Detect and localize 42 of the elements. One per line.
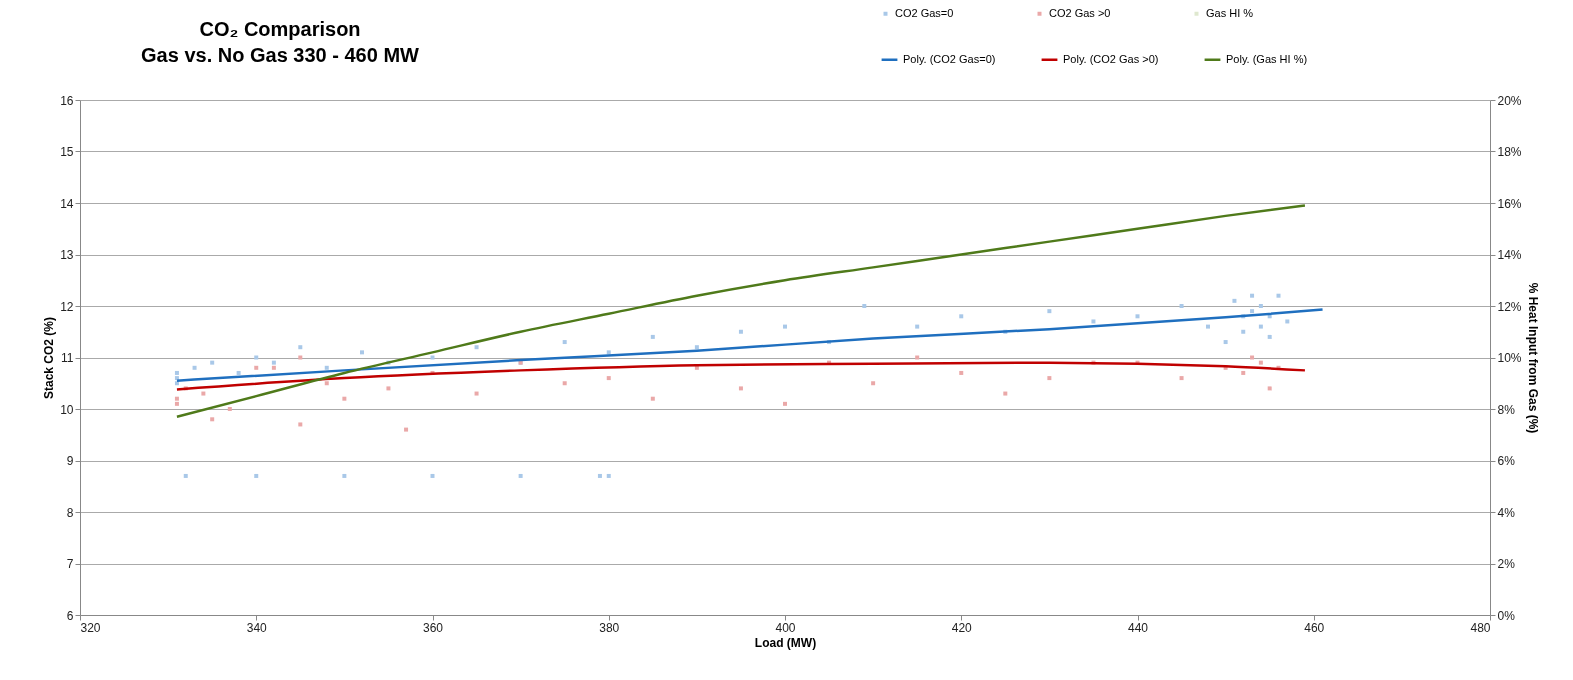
y-tick-label: 11 (61, 351, 74, 365)
y-axis-title: Stack CO2 (%) (42, 316, 57, 400)
x-tick-label: 400 (775, 620, 796, 635)
legend-label: Poly. (CO2 Gas=0) (903, 52, 996, 65)
y2-tick-label: 4% (1497, 505, 1516, 520)
y2-tick-label: 20% (1497, 93, 1522, 108)
legend-label: CO2 Gas >0 (1049, 6, 1111, 19)
y-tick-label: 9 (66, 454, 74, 468)
x-tick-label: 460 (1304, 620, 1325, 635)
legend-label: CO2 Gas=0 (895, 6, 954, 19)
y-tick-label: 15 (60, 145, 74, 159)
x-tick-label: 340 (246, 620, 268, 635)
chart-title: CO₂ Comparison (199, 18, 361, 40)
legend-label: Poly. (CO2 Gas >0) (1063, 52, 1159, 65)
x-tick-label: 480 (1470, 620, 1491, 635)
y2-tick-label: 6% (1497, 454, 1516, 468)
legend-label: Gas HI % (1206, 6, 1254, 19)
x-axis-title: Load (MW) (754, 635, 817, 650)
y2-tick-label: 0% (1497, 608, 1516, 623)
y-tick-label: 16 (60, 93, 74, 108)
y-tick-label: 13 (60, 248, 74, 262)
y2-tick-label: 18% (1497, 145, 1522, 159)
y-tick-label: 6 (66, 608, 74, 623)
y2-tick-label: 12% (1497, 299, 1522, 314)
x-tick-label: 380 (599, 620, 620, 635)
y2-tick-label: 10% (1497, 351, 1522, 365)
x-tick-label: 320 (80, 620, 101, 635)
y-tick-label: 14 (60, 196, 74, 211)
y-tick-label: 7 (66, 557, 74, 571)
legend-label: Poly. (Gas HI %) (1226, 52, 1308, 65)
y2-tick-label: 8% (1497, 402, 1516, 417)
x-tick-label: 440 (1127, 620, 1149, 635)
y-tick-label: 12 (60, 299, 74, 314)
y2-tick-label: 14% (1497, 248, 1522, 262)
y-tick-label: 10 (60, 402, 74, 417)
y2-axis-title: % Heat Input from Gas (%) (1525, 282, 1540, 434)
chart-subtitle: Gas vs. No Gas 330 - 460 MW (141, 44, 420, 66)
y2-tick-label: 2% (1497, 557, 1516, 571)
y2-tick-label: 16% (1497, 196, 1522, 211)
y-tick-label: 8 (66, 505, 74, 520)
x-tick-label: 360 (422, 620, 444, 635)
x-tick-label: 420 (951, 620, 973, 635)
